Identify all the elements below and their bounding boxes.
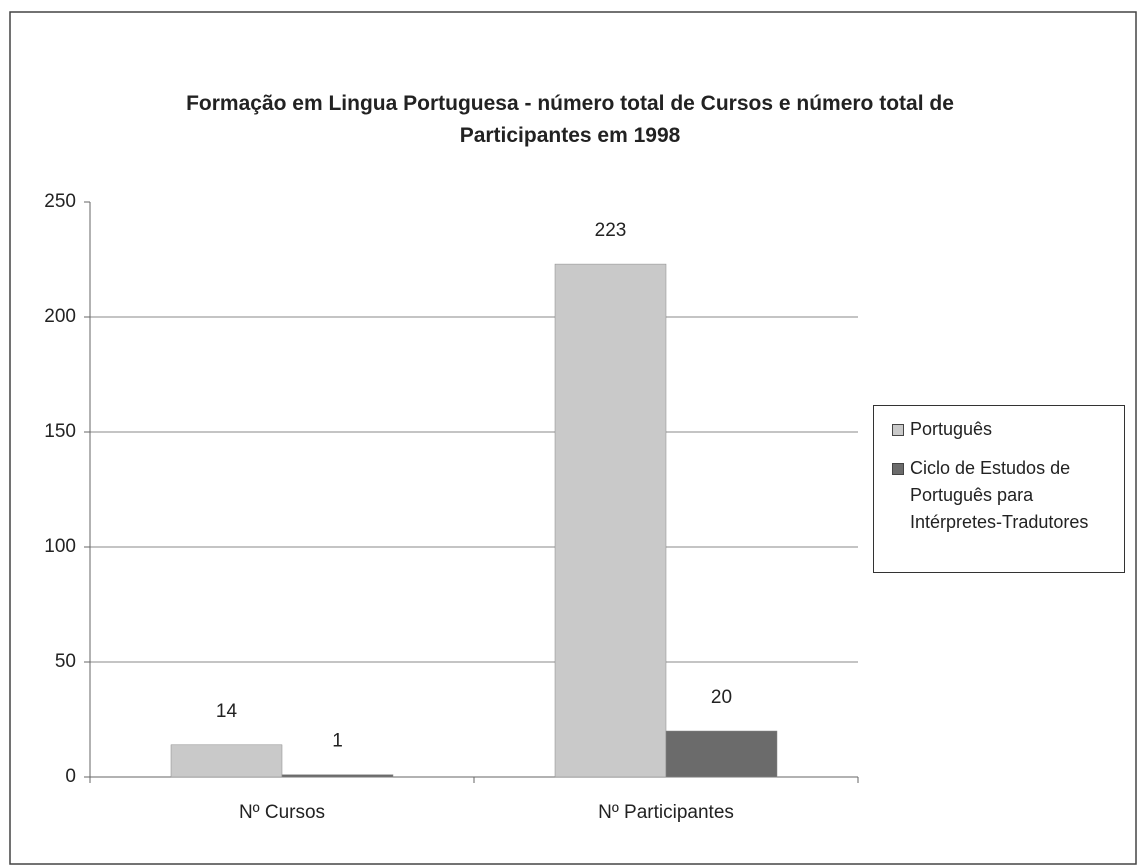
legend-label: Ciclo de Estudos de Português para Intér… bbox=[910, 458, 1089, 532]
x-tick-label: Nº Cursos bbox=[239, 802, 325, 823]
y-tick-label: 0 bbox=[65, 766, 76, 787]
bar bbox=[281, 774, 394, 778]
y-tick-label: 150 bbox=[44, 421, 76, 442]
y-tick-label: 50 bbox=[55, 651, 76, 672]
chart-title: Formação em Lingua Portuguesa - número t… bbox=[186, 92, 954, 147]
data-label: 14 bbox=[216, 701, 238, 722]
data-label: 1 bbox=[332, 731, 343, 752]
legend-item: Português bbox=[892, 416, 1116, 443]
bar bbox=[554, 263, 667, 778]
x-tick-label: Nº Participantes bbox=[598, 802, 734, 823]
bar bbox=[665, 730, 778, 778]
legend-item: Ciclo de Estudos de Português para Intér… bbox=[892, 455, 1116, 536]
data-label: 20 bbox=[711, 687, 732, 708]
y-tick-label: 250 bbox=[44, 191, 76, 212]
legend: Português Ciclo de Estudos de Português p… bbox=[873, 405, 1125, 573]
data-label: 223 bbox=[595, 220, 627, 241]
bar bbox=[170, 744, 283, 778]
y-tick-label: 100 bbox=[44, 536, 76, 557]
y-tick-label: 200 bbox=[44, 306, 76, 327]
legend-label: Português bbox=[910, 419, 993, 439]
legend-swatch bbox=[892, 424, 904, 436]
frame bbox=[9, 11, 1137, 865]
legend-swatch bbox=[892, 463, 904, 475]
